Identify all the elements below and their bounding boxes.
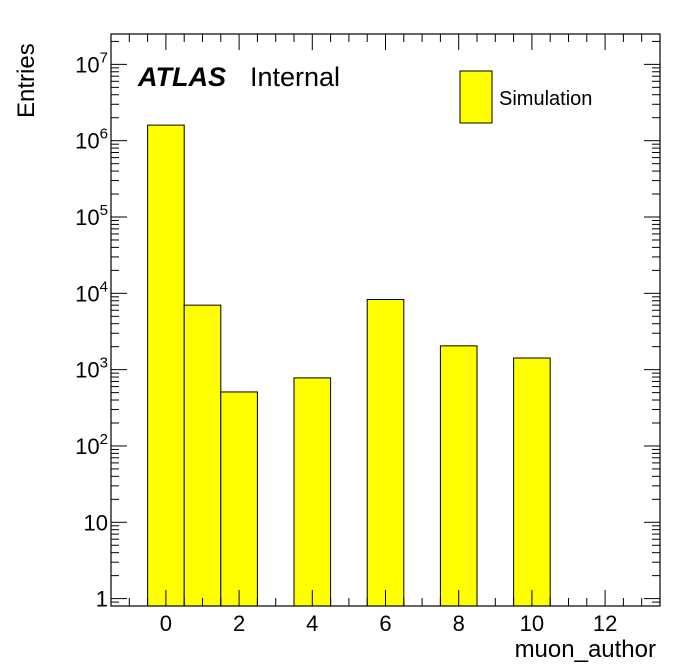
x-axis-title: muon_author	[515, 636, 656, 663]
histogram-bar	[220, 391, 258, 607]
legend-swatch	[459, 70, 493, 124]
y-tick-label: 102	[75, 431, 108, 459]
y-tick-label: 103	[75, 355, 108, 383]
x-tick-labels: 0 2 4 6 8 10 12	[160, 611, 618, 636]
histogram-bar	[147, 124, 185, 607]
x-tick-label: 6	[379, 611, 391, 636]
legend-label: Simulation	[499, 88, 592, 110]
internal-label: Internal	[250, 62, 340, 92]
atlas-label: ATLAS	[137, 62, 226, 92]
bars-group	[147, 124, 551, 607]
y-tick-label: 10	[84, 510, 108, 535]
axis-ticks	[110, 34, 661, 607]
histogram-bar	[439, 345, 478, 607]
legend: Simulation	[459, 70, 592, 124]
y-axis-title: Entries	[13, 43, 40, 118]
x-tick-label: 12	[593, 611, 617, 636]
x-tick-label: 4	[306, 611, 318, 636]
histogram-bar	[513, 357, 551, 607]
histogram-bar	[366, 299, 405, 607]
histogram-bar	[183, 304, 222, 607]
histogram-bar	[293, 377, 332, 607]
x-tick-label: 2	[233, 611, 245, 636]
x-tick-label: 0	[160, 611, 172, 636]
y-tick-label: 1	[96, 587, 108, 612]
x-tick-label: 8	[453, 611, 465, 636]
x-tick-label: 10	[520, 611, 544, 636]
y-tick-label: 107	[75, 49, 108, 77]
y-tick-label: 105	[75, 202, 108, 230]
y-tick-label: 104	[75, 278, 108, 306]
y-tick-label: 106	[75, 126, 108, 154]
y-tick-labels: 1 10 102 103 104 105 106 107	[75, 49, 108, 611]
